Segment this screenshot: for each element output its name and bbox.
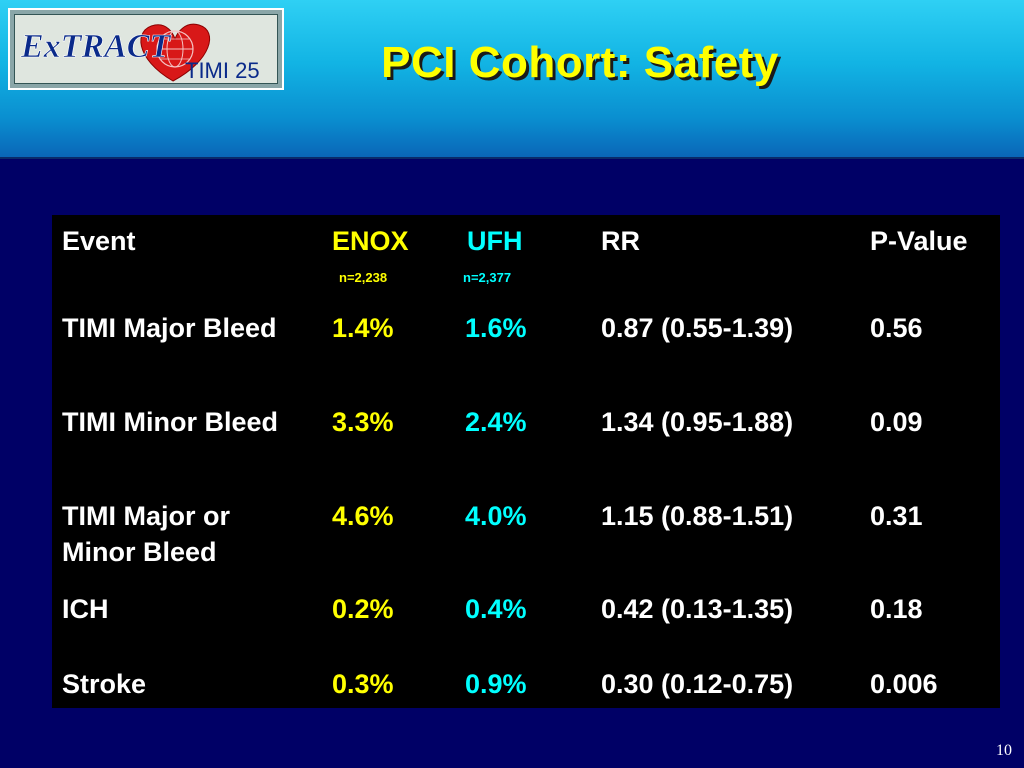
header-ufh: UFH [467,226,523,256]
header-rr: RR [601,226,640,256]
row-pvalue: 0.56 [870,313,923,343]
row-ufh: 0.9% [465,669,527,699]
row-rr: 0.30 (0.12-0.75) [601,669,794,699]
logo-panel: ExTRACT TIMI 25 [14,14,278,84]
logo-graphic: ExTRACT TIMI 25 [20,23,260,83]
row-enox: 4.6% [332,501,394,531]
row-pvalue: 0.006 [870,669,938,699]
logo-brand-text: ExTRACT [20,28,171,65]
header-banner: ExTRACT TIMI 25 PCI Cohort: Safety [0,0,1024,159]
row-rr: 1.34 (0.95-1.88) [601,407,794,437]
page-number: 10 [996,742,1012,759]
row-ufh: 2.4% [465,407,527,437]
row-pvalue: 0.31 [870,501,923,531]
row-pvalue: 0.18 [870,594,923,624]
row-event: TIMI Minor Bleed [62,407,278,437]
row-event: ICH [62,594,109,624]
row-rr: 1.15 (0.88-1.51) [601,501,794,531]
row-event: TIMI Major or [62,501,230,531]
row-event: TIMI Major Bleed [62,313,277,343]
row-enox: 0.3% [332,669,394,699]
row-enox: 1.4% [332,313,394,343]
row-enox: 0.2% [332,594,394,624]
page-title: PCI Cohort: Safety [381,38,779,87]
row-rr: 0.87 (0.55-1.39) [601,313,794,343]
header-pvalue: P-Value [870,226,968,256]
extract-timi25-logo: ExTRACT TIMI 25 [8,8,284,90]
ufh-n-label: n=2,377 [463,270,512,285]
enox-n-label: n=2,238 [339,270,388,285]
safety-table: Event ENOX UFH RR P-Value n=2,238 n=2,37… [52,215,1000,708]
row-enox: 3.3% [332,407,394,437]
row-event-line2: Minor Bleed [62,537,217,567]
row-ufh: 1.6% [465,313,527,343]
logo-sub-text: TIMI 25 [185,58,260,83]
header-enox: ENOX [332,226,409,256]
row-ufh: 4.0% [465,501,527,531]
header-event: Event [62,226,136,256]
row-rr: 0.42 (0.13-1.35) [601,594,794,624]
row-event: Stroke [62,669,147,699]
row-ufh: 0.4% [465,594,527,624]
row-pvalue: 0.09 [870,407,923,437]
